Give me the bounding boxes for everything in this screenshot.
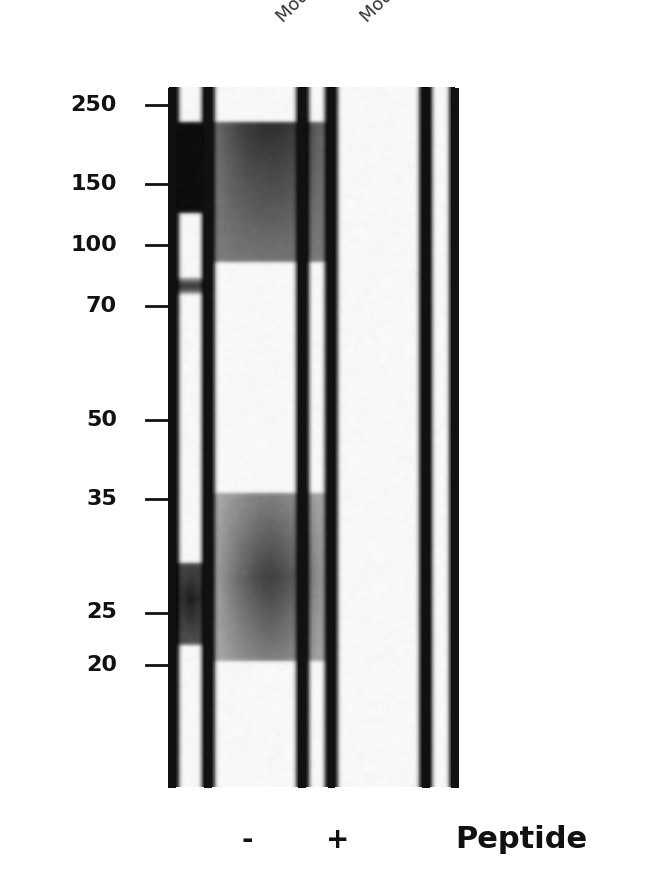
Text: 50: 50 [86,410,117,430]
Text: +: + [326,826,350,854]
Bar [328,88,335,788]
Text: Mouse spleen: Mouse spleen [273,0,373,26]
Text: 250: 250 [71,95,117,115]
Text: -: - [241,826,253,854]
Bar [298,88,306,788]
Text: 100: 100 [70,235,117,255]
Text: Mouse spleen: Mouse spleen [358,0,458,26]
Text: 70: 70 [86,297,117,316]
Text: 150: 150 [70,174,117,193]
Text: 25: 25 [86,603,117,622]
Bar [204,88,212,788]
Bar [168,88,176,788]
Bar [451,88,459,788]
Text: Peptide: Peptide [455,825,587,855]
Bar [422,88,430,788]
Text: 35: 35 [86,489,117,508]
Text: 20: 20 [86,655,117,675]
